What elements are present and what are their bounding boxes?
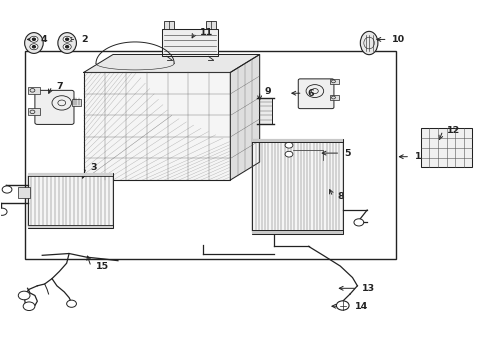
FancyBboxPatch shape	[35, 90, 74, 125]
Text: 11: 11	[199, 28, 213, 37]
Bar	[27, 173, 113, 228]
Text: 2: 2	[81, 35, 87, 44]
Ellipse shape	[360, 31, 378, 55]
Circle shape	[32, 38, 35, 40]
Bar	[25, 51, 396, 259]
Circle shape	[66, 46, 69, 48]
Polygon shape	[84, 54, 260, 72]
Text: 1: 1	[415, 152, 421, 161]
Circle shape	[30, 36, 38, 42]
Bar	[27, 225, 113, 228]
Circle shape	[285, 151, 293, 157]
Text: 13: 13	[362, 284, 375, 293]
Polygon shape	[230, 54, 260, 180]
Ellipse shape	[58, 33, 76, 53]
Bar	[252, 230, 343, 234]
Bar	[252, 139, 343, 142]
Bar	[252, 139, 343, 234]
Ellipse shape	[24, 33, 43, 53]
Bar	[164, 22, 174, 30]
Bar	[27, 87, 40, 94]
Bar	[84, 72, 230, 180]
Circle shape	[2, 186, 12, 193]
Circle shape	[67, 300, 76, 307]
Bar	[27, 173, 113, 176]
Bar	[330, 95, 339, 100]
Text: 6: 6	[307, 89, 314, 98]
Circle shape	[63, 44, 71, 50]
Bar	[27, 108, 40, 116]
Circle shape	[30, 44, 38, 50]
Text: 3: 3	[91, 163, 97, 172]
Bar	[72, 99, 81, 107]
Text: 9: 9	[264, 86, 270, 95]
FancyBboxPatch shape	[298, 79, 334, 109]
Text: 14: 14	[354, 302, 368, 311]
Bar	[330, 78, 339, 84]
Circle shape	[354, 219, 364, 226]
Bar	[206, 22, 216, 30]
Bar	[18, 187, 30, 198]
Text: 4: 4	[40, 35, 47, 44]
Circle shape	[285, 142, 293, 148]
Circle shape	[66, 38, 69, 40]
Text: 12: 12	[447, 126, 461, 135]
Bar	[421, 128, 472, 167]
Text: 7: 7	[56, 82, 63, 91]
Bar	[259, 98, 272, 125]
Circle shape	[63, 36, 71, 42]
Bar	[162, 30, 218, 56]
Text: 5: 5	[344, 149, 351, 158]
Text: 10: 10	[392, 35, 405, 44]
Text: 8: 8	[337, 192, 344, 201]
Circle shape	[23, 302, 35, 311]
Circle shape	[336, 301, 349, 310]
Circle shape	[0, 208, 7, 215]
Circle shape	[18, 291, 30, 300]
Text: 15: 15	[96, 262, 109, 271]
Circle shape	[32, 46, 35, 48]
